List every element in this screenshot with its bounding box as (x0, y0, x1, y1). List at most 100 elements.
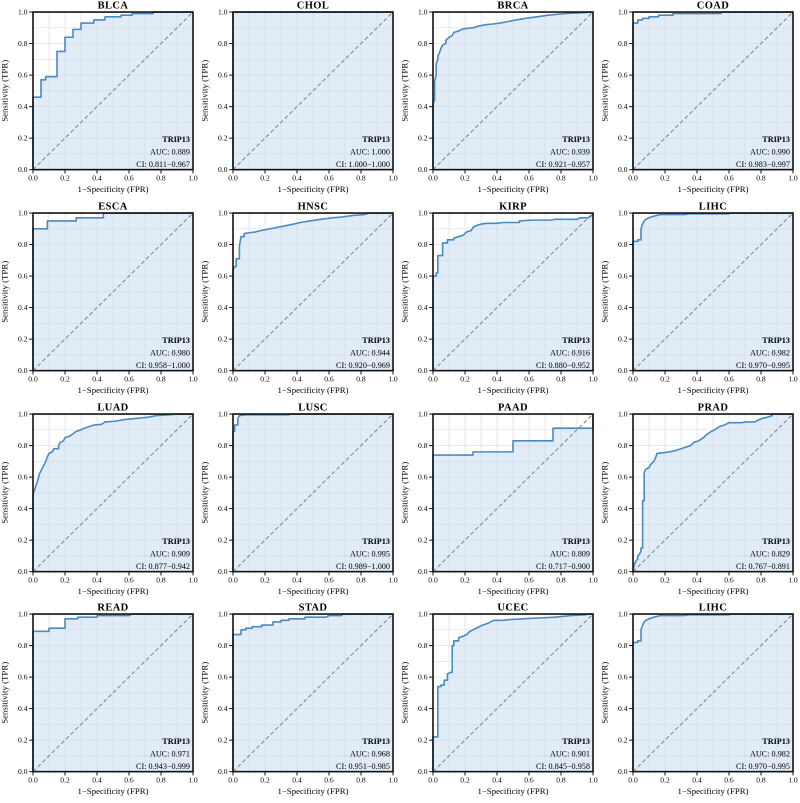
x-tick-label: 0.4 (92, 776, 102, 785)
roc-panel: 0.0 0.2 0.4 0.6 0.8 1.0 0.0 0.2 0.4 0.6 0.8 1.0 HN… (200, 201, 400, 402)
panel-title: UCEC (497, 603, 528, 614)
plot-border (232, 412, 394, 572)
x-tick-label: 0.4 (92, 174, 102, 183)
y-tick-label: 0.0 (218, 165, 228, 174)
y-tick-label: 0.2 (18, 535, 28, 544)
x-tick-label: 0.2 (260, 174, 270, 183)
y-tick-label: 0.8 (418, 441, 428, 450)
roc-panel: 0.0 0.2 0.4 0.6 0.8 1.0 0.0 0.2 0.4 0.6 0.8 1.0 LU… (200, 402, 400, 603)
x-tick-label: 0.8 (356, 776, 366, 785)
y-tick-label: 1.0 (218, 409, 228, 418)
y-axis-label: Sensitivity (TPR) (400, 461, 409, 523)
panel-title: KIRP (499, 201, 527, 212)
x-tick-label: 0.6 (124, 776, 134, 785)
y-tick-label: 0.4 (618, 303, 628, 312)
x-tick-label: 1.0 (788, 575, 798, 584)
diagonal-reference-line (632, 212, 794, 371)
x-tick-label: 0.4 (692, 776, 702, 785)
y-tick-label: 0.0 (218, 567, 228, 576)
axis-tick-marks (629, 11, 794, 174)
auc-value-label: AUC: 1.000 (350, 148, 390, 157)
y-axis-label: Sensitivity (TPR) (600, 261, 609, 323)
y-tick-label: 0.0 (418, 366, 428, 375)
roc-curve (32, 211, 193, 371)
y-tick-label: 0.2 (418, 736, 428, 745)
y-tick-label: 0.8 (618, 641, 628, 650)
x-tick-labels: 0.0 0.2 0.4 0.6 0.8 1.0 (428, 776, 598, 785)
y-tick-label: 0.4 (418, 102, 428, 111)
x-tick-label: 0.0 (28, 374, 38, 383)
y-tick-labels: 0.0 0.2 0.4 0.6 0.8 1.0 (418, 610, 428, 777)
x-tick-label: 0.2 (260, 776, 270, 785)
plot-border (432, 211, 594, 372)
axis-tick-marks (29, 413, 194, 575)
x-tick-label: 0.4 (292, 776, 302, 785)
x-tick-label: 0.0 (628, 575, 638, 584)
ci-value-label: CI: 0.880−0.952 (536, 361, 590, 370)
x-tick-label: 0.0 (428, 776, 438, 785)
panel-title: STAD (299, 603, 328, 614)
roc-panel: 0.0 0.2 0.4 0.6 0.8 1.0 0.0 0.2 0.4 0.6 0.8 1.0 ST… (200, 602, 400, 803)
x-tick-label: 0.6 (724, 776, 734, 785)
axis-tick-marks (229, 212, 394, 375)
x-tick-labels: 0.0 0.2 0.4 0.6 0.8 1.0 (28, 575, 198, 584)
y-tick-label: 0.4 (18, 704, 28, 713)
x-tick-labels: 0.0 0.2 0.4 0.6 0.8 1.0 (28, 374, 198, 383)
x-tick-label: 1.0 (388, 776, 398, 785)
ci-value-label: CI: 0.811−0.967 (136, 160, 190, 169)
x-tick-label: 0.8 (156, 776, 166, 785)
roc-curve (232, 211, 393, 371)
y-tick-label: 0.8 (218, 641, 228, 650)
y-tick-label: 1.0 (618, 409, 628, 418)
roc-plot: 0.0 0.2 0.4 0.6 0.8 1.0 0.0 0.2 0.4 0.6 0.8 1.0 ES… (0, 201, 198, 395)
y-tick-label: 0.8 (218, 240, 228, 249)
auc-value-label: AUC: 0.980 (150, 348, 190, 357)
x-axis-label: 1−Specificity (FPR) (477, 586, 548, 596)
x-axis-label: 1−Specificity (FPR) (77, 385, 148, 395)
x-tick-label: 0.8 (556, 776, 566, 785)
y-tick-label: 1.0 (418, 409, 428, 418)
diagonal-reference-line (32, 613, 194, 773)
roc-panel: 0.0 0.2 0.4 0.6 0.8 1.0 0.0 0.2 0.4 0.6 0.8 1.0 KI… (400, 201, 600, 402)
x-tick-label: 0.6 (124, 174, 134, 183)
roc-plot: 0.0 0.2 0.4 0.6 0.8 1.0 0.0 0.2 0.4 0.6 0.8 1.0 CH… (200, 1, 398, 195)
roc-curve (432, 212, 594, 371)
roc-panel: 0.0 0.2 0.4 0.6 0.8 1.0 0.0 0.2 0.4 0.6 0.8 1.0 PA… (400, 402, 600, 603)
x-tick-label: 0.6 (724, 174, 734, 183)
x-axis-label: 1−Specificity (FPR) (77, 184, 148, 194)
grid-lines (33, 413, 193, 572)
gene-label: TRIP13 (762, 537, 790, 546)
x-tick-label: 0.4 (692, 575, 702, 584)
y-tick-label: 0.2 (18, 134, 28, 143)
y-tick-label: 0.6 (218, 71, 228, 80)
y-tick-labels: 0.0 0.2 0.4 0.6 0.8 1.0 (418, 208, 428, 375)
x-tick-label: 0.0 (228, 374, 238, 383)
y-tick-label: 1.0 (618, 208, 628, 217)
x-tick-label: 0.0 (28, 776, 38, 785)
x-tick-label: 1.0 (588, 575, 598, 584)
gene-label: TRIP13 (762, 737, 790, 746)
y-tick-labels: 0.0 0.2 0.4 0.6 0.8 1.0 (218, 610, 228, 777)
x-axis-label: 1−Specificity (FPR) (277, 786, 348, 796)
x-tick-label: 0.8 (156, 575, 166, 584)
y-axis-label: Sensitivity (TPR) (200, 662, 209, 724)
y-tick-label: 0.0 (418, 767, 428, 776)
plot-border (32, 211, 194, 372)
x-tick-label: 1.0 (188, 374, 198, 383)
x-tick-label: 0.4 (292, 174, 302, 183)
roc-panel: 0.0 0.2 0.4 0.6 0.8 1.0 0.0 0.2 0.4 0.6 0.8 1.0 BR… (400, 0, 600, 201)
roc-curve (432, 413, 594, 572)
panel-title: HNSC (298, 201, 329, 212)
y-tick-label: 0.6 (218, 673, 228, 682)
y-tick-label: 1.0 (418, 610, 428, 619)
x-tick-label: 1.0 (588, 776, 598, 785)
grid-lines (233, 12, 393, 170)
y-tick-label: 0.0 (18, 366, 28, 375)
y-tick-label: 0.4 (418, 704, 428, 713)
diagonal-reference-line (232, 613, 394, 773)
ci-value-label: CI: 0.970−0.995 (736, 361, 790, 370)
y-tick-label: 1.0 (218, 8, 228, 17)
y-tick-labels: 0.0 0.2 0.4 0.6 0.8 1.0 (18, 409, 28, 576)
x-tick-label: 0.0 (628, 174, 638, 183)
diagonal-reference-line (632, 413, 794, 572)
